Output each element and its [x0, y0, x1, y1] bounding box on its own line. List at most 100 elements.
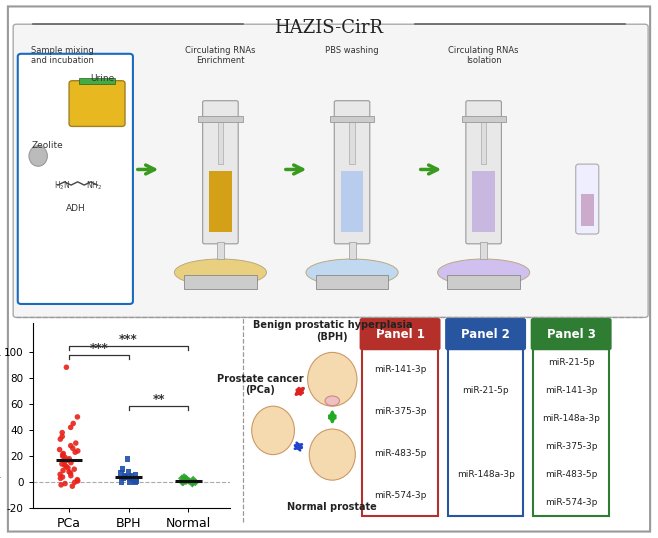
Text: ***: *** — [89, 342, 108, 355]
Point — [65, 423, 76, 431]
Point — [59, 457, 70, 466]
Point — [67, 482, 78, 491]
Point — [180, 476, 190, 484]
Point — [66, 471, 76, 480]
Text: miR-483-5p: miR-483-5p — [545, 470, 597, 479]
Point — [61, 363, 72, 372]
Point — [118, 474, 128, 483]
Point — [178, 478, 189, 486]
Point — [55, 474, 66, 483]
Text: $\rm NH_2$: $\rm NH_2$ — [86, 179, 102, 192]
Text: Normal prostate: Normal prostate — [288, 502, 377, 512]
Text: Circulating RNAs
Isolation: Circulating RNAs Isolation — [448, 46, 519, 65]
Text: miR-148a-3p: miR-148a-3p — [542, 414, 600, 423]
Point — [72, 477, 83, 485]
Point — [131, 476, 141, 484]
Point — [126, 471, 137, 480]
Text: miR-141-3p: miR-141-3p — [545, 386, 597, 395]
Point — [64, 468, 74, 476]
Point — [179, 473, 190, 482]
Point — [188, 476, 199, 484]
Text: Benign prostatic hyperplasia
(BPH): Benign prostatic hyperplasia (BPH) — [253, 320, 412, 342]
Point — [187, 479, 197, 488]
Point — [124, 474, 135, 483]
Point — [58, 466, 68, 475]
Point — [181, 477, 191, 485]
Y-axis label: RQ
(Relative Quantification): RQ (Relative Quantification) — [0, 352, 1, 479]
Text: miR-483-5p: miR-483-5p — [374, 449, 426, 458]
Point — [57, 432, 68, 441]
Point — [116, 478, 127, 486]
Point — [122, 455, 133, 463]
Text: Panel 1: Panel 1 — [376, 328, 424, 341]
Text: miR-21-5p: miR-21-5p — [463, 386, 509, 395]
Point — [130, 470, 141, 479]
Point — [180, 477, 191, 485]
Text: Zeolite: Zeolite — [32, 141, 63, 150]
Point — [177, 478, 188, 486]
Point — [57, 450, 68, 459]
Point — [128, 476, 138, 484]
Point — [70, 478, 80, 486]
Text: Urine: Urine — [90, 74, 114, 83]
Point — [190, 478, 201, 486]
Point — [176, 474, 187, 483]
Text: miR-574-3p: miR-574-3p — [374, 491, 426, 500]
Point — [55, 435, 66, 443]
Text: **: ** — [152, 393, 164, 406]
Point — [63, 464, 73, 472]
Point — [119, 471, 130, 480]
Text: HAZIS-CirR: HAZIS-CirR — [274, 19, 384, 37]
Point — [124, 473, 134, 482]
Point — [57, 452, 68, 461]
Point — [64, 455, 74, 463]
Point — [66, 458, 76, 467]
Point — [131, 477, 141, 485]
Point — [56, 480, 66, 489]
Text: miR-375-3p: miR-375-3p — [545, 442, 597, 451]
Point — [58, 449, 68, 458]
Point — [117, 465, 128, 473]
Point — [65, 441, 76, 450]
Point — [70, 439, 81, 448]
Text: Panel 3: Panel 3 — [547, 328, 595, 341]
Text: miR-375-3p: miR-375-3p — [374, 407, 426, 416]
Text: miR-574-3p: miR-574-3p — [545, 498, 597, 507]
Point — [57, 428, 68, 437]
Point — [55, 445, 65, 454]
Text: Circulating RNAs
Enrichment: Circulating RNAs Enrichment — [185, 46, 256, 65]
Point — [60, 479, 70, 488]
Text: miR-141-3p: miR-141-3p — [374, 365, 426, 373]
Point — [57, 473, 68, 482]
Text: ***: *** — [119, 332, 138, 346]
Point — [63, 456, 73, 464]
Text: ADH: ADH — [66, 204, 86, 214]
Point — [60, 453, 70, 462]
Point — [57, 459, 67, 468]
Point — [184, 477, 194, 485]
Point — [61, 462, 72, 471]
Point — [116, 469, 126, 477]
Text: Prostate cancer
(PCa): Prostate cancer (PCa) — [216, 374, 303, 395]
Point — [59, 461, 70, 470]
Point — [120, 473, 131, 482]
Point — [123, 468, 134, 476]
Point — [188, 478, 198, 486]
Point — [65, 469, 76, 477]
Text: $\rm H_2N$: $\rm H_2N$ — [54, 179, 70, 192]
Point — [125, 478, 136, 486]
Point — [68, 444, 78, 452]
Text: PBS washing: PBS washing — [325, 46, 379, 55]
Point — [70, 448, 80, 457]
Text: Panel 2: Panel 2 — [461, 328, 510, 341]
Point — [55, 470, 65, 479]
Point — [68, 419, 78, 428]
Point — [130, 478, 141, 486]
Point — [72, 447, 83, 455]
Point — [72, 476, 83, 484]
Point — [182, 476, 192, 484]
Point — [130, 477, 141, 485]
Point — [69, 465, 80, 473]
Text: miR-148a-3p: miR-148a-3p — [457, 470, 515, 479]
Text: Sample mixing
and incubation: Sample mixing and incubation — [31, 46, 94, 65]
